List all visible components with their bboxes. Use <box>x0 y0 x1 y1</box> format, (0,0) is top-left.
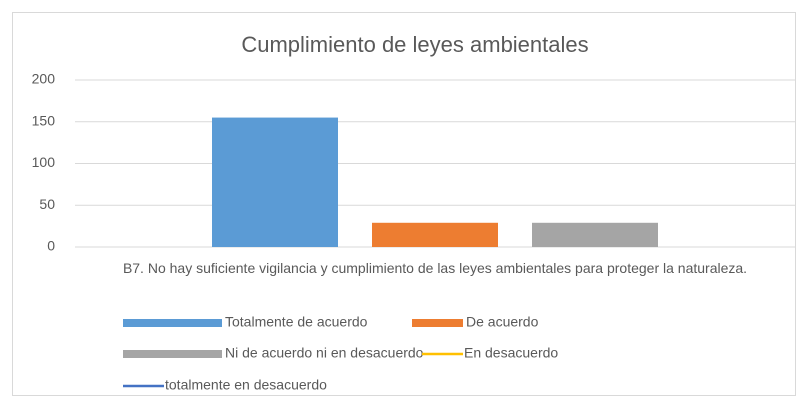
y-tick-label: 100 <box>32 154 56 170</box>
chart-border <box>12 12 796 396</box>
y-tick-label: 50 <box>39 196 55 212</box>
bar <box>532 222 658 247</box>
bar <box>372 222 498 247</box>
legend-label: totalmente en desacuerdo <box>165 377 327 393</box>
y-tick-label: 150 <box>32 112 56 128</box>
legend-swatch <box>412 319 463 327</box>
bar <box>212 117 338 247</box>
legend-label: De acuerdo <box>466 314 539 330</box>
legend-swatch <box>123 350 222 358</box>
legend-swatch <box>123 319 222 327</box>
chart-title: Cumplimiento de leyes ambientales <box>241 32 588 57</box>
x-category-label: B7. No hay suficiente vigilancia y cumpl… <box>122 260 748 276</box>
y-tick-label: 200 <box>32 71 56 87</box>
y-tick-label: 0 <box>47 238 55 254</box>
legend-label: En desacuerdo <box>464 345 558 361</box>
legend-label: Totalmente de acuerdo <box>225 314 368 330</box>
legend-label: Ni de acuerdo ni en desacuerdo <box>225 345 424 361</box>
